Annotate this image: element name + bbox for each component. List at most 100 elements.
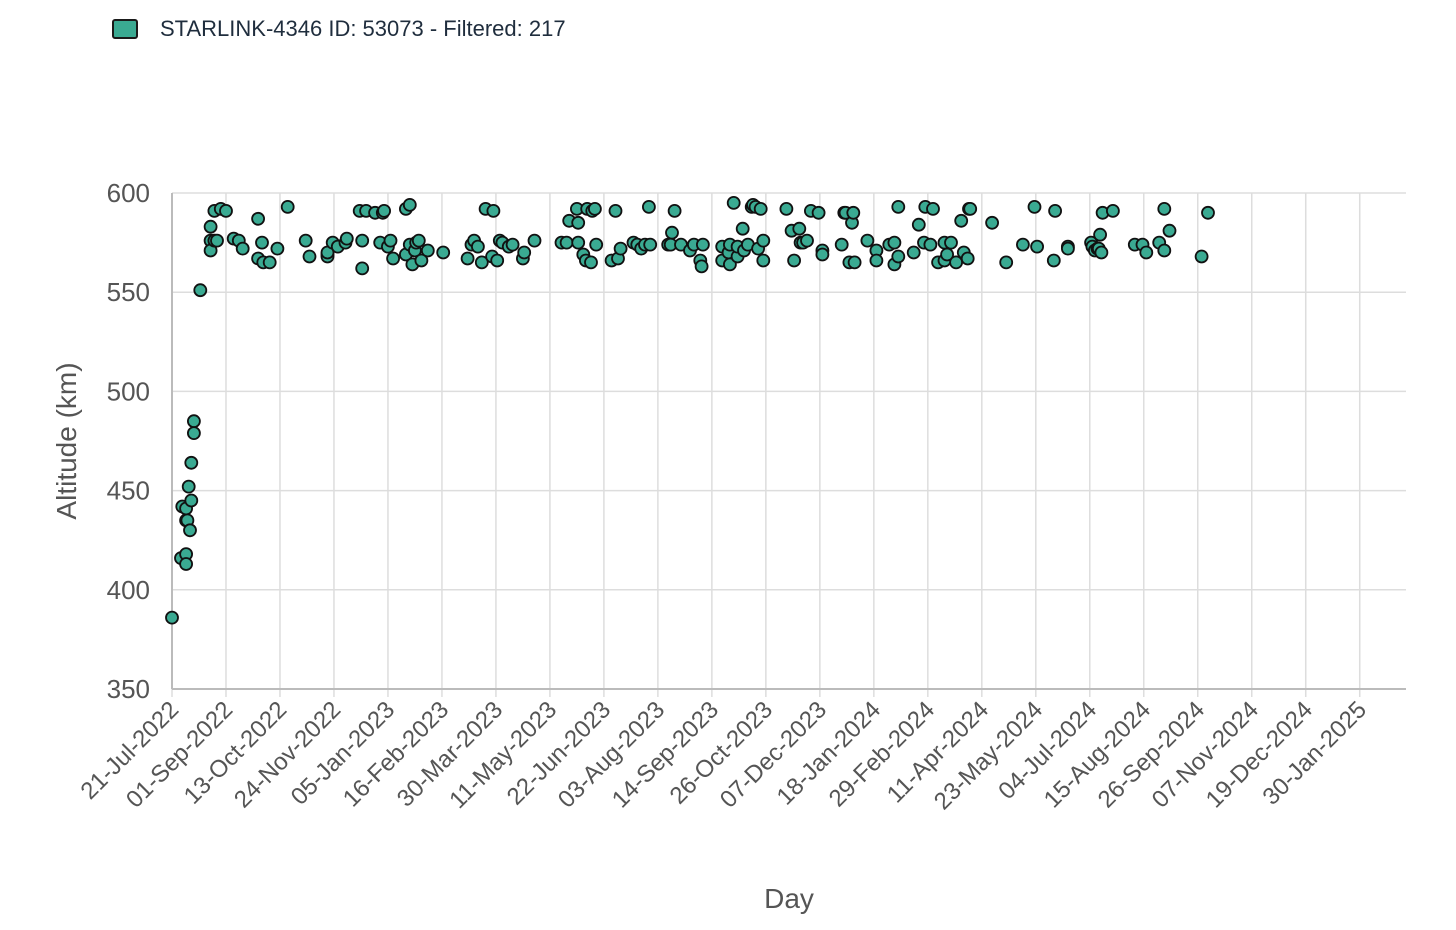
data-point[interactable] [210, 233, 224, 248]
data-point[interactable] [460, 251, 475, 266]
data-point[interactable] [414, 253, 429, 268]
data-point[interactable] [753, 201, 768, 216]
data-point[interactable] [559, 235, 574, 250]
data-point[interactable] [262, 255, 277, 270]
data-point[interactable] [571, 215, 586, 230]
data-point[interactable] [756, 253, 771, 268]
data-point[interactable] [486, 203, 501, 218]
data-point[interactable] [887, 235, 902, 250]
data-point[interactable] [1016, 237, 1030, 252]
data-point[interactable] [377, 203, 392, 218]
data-point[interactable] [800, 233, 814, 248]
legend[interactable]: STARLINK-4346 ID: 53073 - Filtered: 217 [112, 16, 566, 42]
data-point[interactable] [926, 201, 940, 216]
data-point[interactable] [1106, 203, 1120, 218]
data-point[interactable] [860, 233, 875, 248]
data-point[interactable] [642, 199, 656, 214]
data-point[interactable] [1201, 205, 1215, 220]
data-point[interactable] [643, 237, 658, 252]
data-point[interactable] [1194, 249, 1209, 264]
data-point[interactable] [1094, 245, 1109, 260]
data-point[interactable] [1030, 239, 1044, 254]
data-point[interactable] [1046, 253, 1061, 268]
data-point[interactable] [255, 235, 269, 250]
data-point[interactable] [923, 237, 938, 252]
data-point[interactable] [181, 479, 196, 494]
data-point[interactable] [940, 247, 954, 262]
data-point[interactable] [613, 241, 628, 256]
data-point[interactable] [270, 241, 285, 256]
data-point[interactable] [667, 203, 682, 218]
data-point[interactable] [963, 201, 978, 216]
data-point[interactable] [891, 249, 906, 264]
data-point[interactable] [571, 235, 586, 250]
data-point[interactable] [735, 221, 750, 236]
data-point[interactable] [1157, 243, 1172, 258]
axes [171, 193, 1406, 690]
data-point[interactable] [474, 255, 489, 270]
data-point[interactable] [726, 195, 741, 210]
data-point[interactable] [911, 217, 926, 232]
data-point[interactable] [694, 259, 709, 274]
data-point[interactable] [505, 237, 520, 252]
data-point[interactable] [944, 235, 958, 250]
data-point[interactable] [906, 245, 921, 260]
data-point[interactable] [846, 205, 861, 220]
data-point[interactable] [891, 199, 906, 214]
data-point[interactable] [183, 523, 197, 538]
data-point[interactable] [184, 455, 199, 470]
data-point[interactable] [235, 241, 250, 256]
data-point[interactable] [696, 237, 710, 252]
data-point[interactable] [779, 201, 794, 216]
data-point[interactable] [355, 233, 370, 248]
data-point[interactable] [386, 251, 401, 266]
data-point[interactable] [193, 283, 208, 298]
data-point[interactable] [608, 203, 623, 218]
data-point[interactable] [179, 557, 194, 571]
data-point[interactable] [588, 201, 602, 216]
data-point[interactable] [960, 251, 975, 266]
data-point[interactable] [527, 233, 542, 248]
data-point[interactable] [999, 255, 1014, 270]
data-point[interactable] [1027, 199, 1042, 214]
data-point[interactable] [787, 253, 801, 268]
data-point[interactable] [847, 255, 862, 270]
data-point[interactable] [383, 233, 398, 248]
data-point[interactable] [302, 249, 317, 264]
data-point[interactable] [834, 237, 849, 252]
data-point[interactable] [584, 255, 598, 270]
data-point[interactable] [1162, 223, 1177, 238]
data-point[interactable] [1093, 227, 1107, 242]
data-point[interactable] [815, 247, 830, 262]
data-point[interactable] [589, 237, 604, 252]
data-point[interactable] [985, 215, 999, 230]
data-point[interactable] [1048, 203, 1062, 218]
data-point[interactable] [219, 203, 233, 218]
data-point[interactable] [1139, 245, 1154, 260]
data-point[interactable] [280, 199, 295, 214]
data-point[interactable] [186, 414, 201, 429]
data-point[interactable] [339, 231, 354, 246]
data-point[interactable] [420, 243, 435, 258]
data-point[interactable] [186, 426, 201, 441]
data-point[interactable] [1061, 241, 1075, 256]
data-point[interactable] [298, 233, 313, 248]
data-point[interactable] [1157, 201, 1172, 216]
data-point[interactable] [165, 610, 179, 625]
data-point[interactable] [355, 261, 370, 276]
data-point[interactable] [811, 205, 826, 220]
data-point[interactable] [402, 197, 417, 212]
data-point[interactable] [756, 233, 771, 248]
data-point[interactable] [203, 219, 218, 234]
data-point[interactable] [251, 211, 266, 226]
data-point[interactable] [490, 253, 505, 268]
data-point[interactable] [665, 225, 679, 240]
data-point[interactable] [436, 245, 451, 260]
data-point[interactable] [411, 233, 426, 248]
data-point[interactable] [470, 239, 485, 254]
data-point[interactable] [869, 253, 884, 268]
data-point[interactable] [954, 213, 969, 228]
data-point[interactable] [792, 221, 807, 236]
data-point[interactable] [184, 493, 199, 508]
data-point[interactable] [517, 245, 532, 260]
